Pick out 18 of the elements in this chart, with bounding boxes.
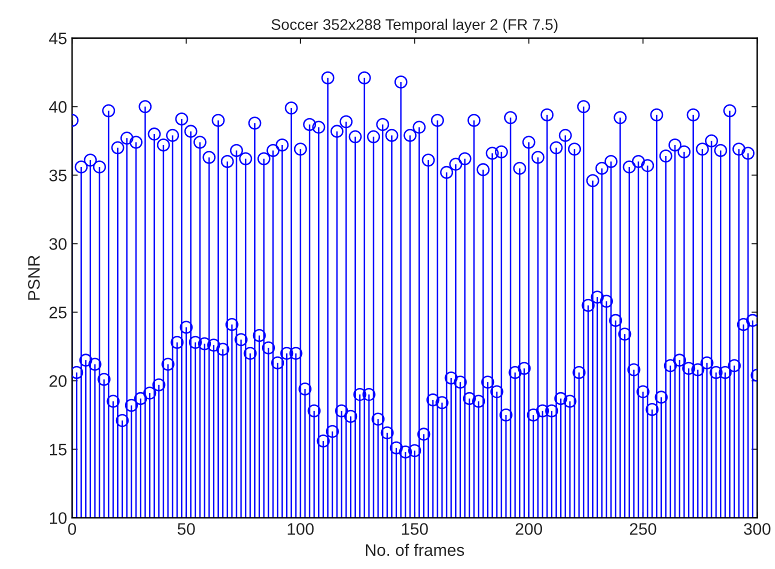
y-tick-label: 40 [49, 101, 67, 113]
x-tick-label: 250 [630, 523, 656, 535]
x-tick-label: 150 [402, 523, 428, 535]
chart-title: Soccer 352x288 Temporal layer 2 (FR 7.5) [272, 18, 558, 33]
y-tick-label: 30 [49, 238, 67, 250]
x-tick-label: 200 [516, 523, 542, 535]
y-tick-label: 15 [50, 444, 67, 456]
y-tick-label: 25 [50, 306, 67, 318]
y-tick-label: 10 [50, 512, 67, 524]
y-tick-label: 20 [50, 375, 67, 387]
x-axis-title: No. of frames [366, 544, 464, 556]
y-tick-label: 45 [49, 32, 67, 44]
y-tick-label: 35 [49, 170, 67, 182]
x-tick-label: 0 [68, 523, 76, 535]
x-tick-label: 300 [744, 523, 770, 535]
x-tick-label: 100 [288, 523, 314, 535]
y-axis-title: PSNR [28, 256, 40, 300]
x-tick-label: 50 [178, 523, 195, 535]
